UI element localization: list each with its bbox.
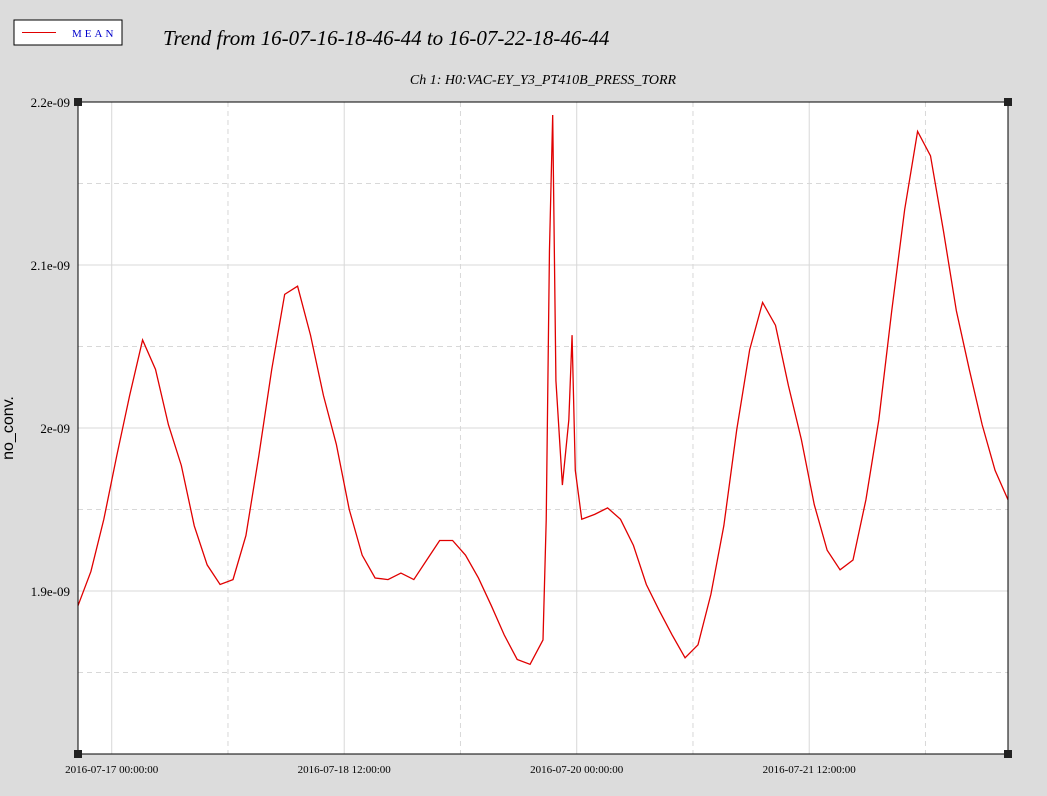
- x-tick-label: 2016-07-20 00:00:00: [530, 764, 624, 776]
- plot-frame: [77, 101, 1009, 755]
- data-line: [77, 115, 1009, 666]
- chart-title: Trend from 16-07-16-18-46-44 to 16-07-22…: [163, 26, 610, 50]
- y-tick-label: 1.9e-09: [31, 584, 70, 599]
- corner-handle: [1004, 750, 1012, 758]
- chart-subtitle: Ch 1: H0:VAC-EY_Y3_PT410B_PRESS_TORR: [410, 73, 677, 88]
- x-tick-label: 2016-07-18 12:00:00: [298, 764, 392, 776]
- y-tick-label: 2.2e-09: [31, 95, 70, 110]
- x-tick-label: 2016-07-17 00:00:00: [65, 764, 159, 776]
- x-tick-label: 2016-07-21 12:00:00: [763, 764, 857, 776]
- corner-handle: [74, 98, 82, 106]
- y-tick-label: 2e-09: [40, 421, 70, 436]
- legend-label: MEAN: [72, 28, 116, 40]
- corner-handle: [1004, 98, 1012, 106]
- y-tick-label: 2.1e-09: [31, 258, 70, 273]
- corner-handle: [74, 750, 82, 758]
- y-axis-label: no_conv.: [0, 396, 17, 460]
